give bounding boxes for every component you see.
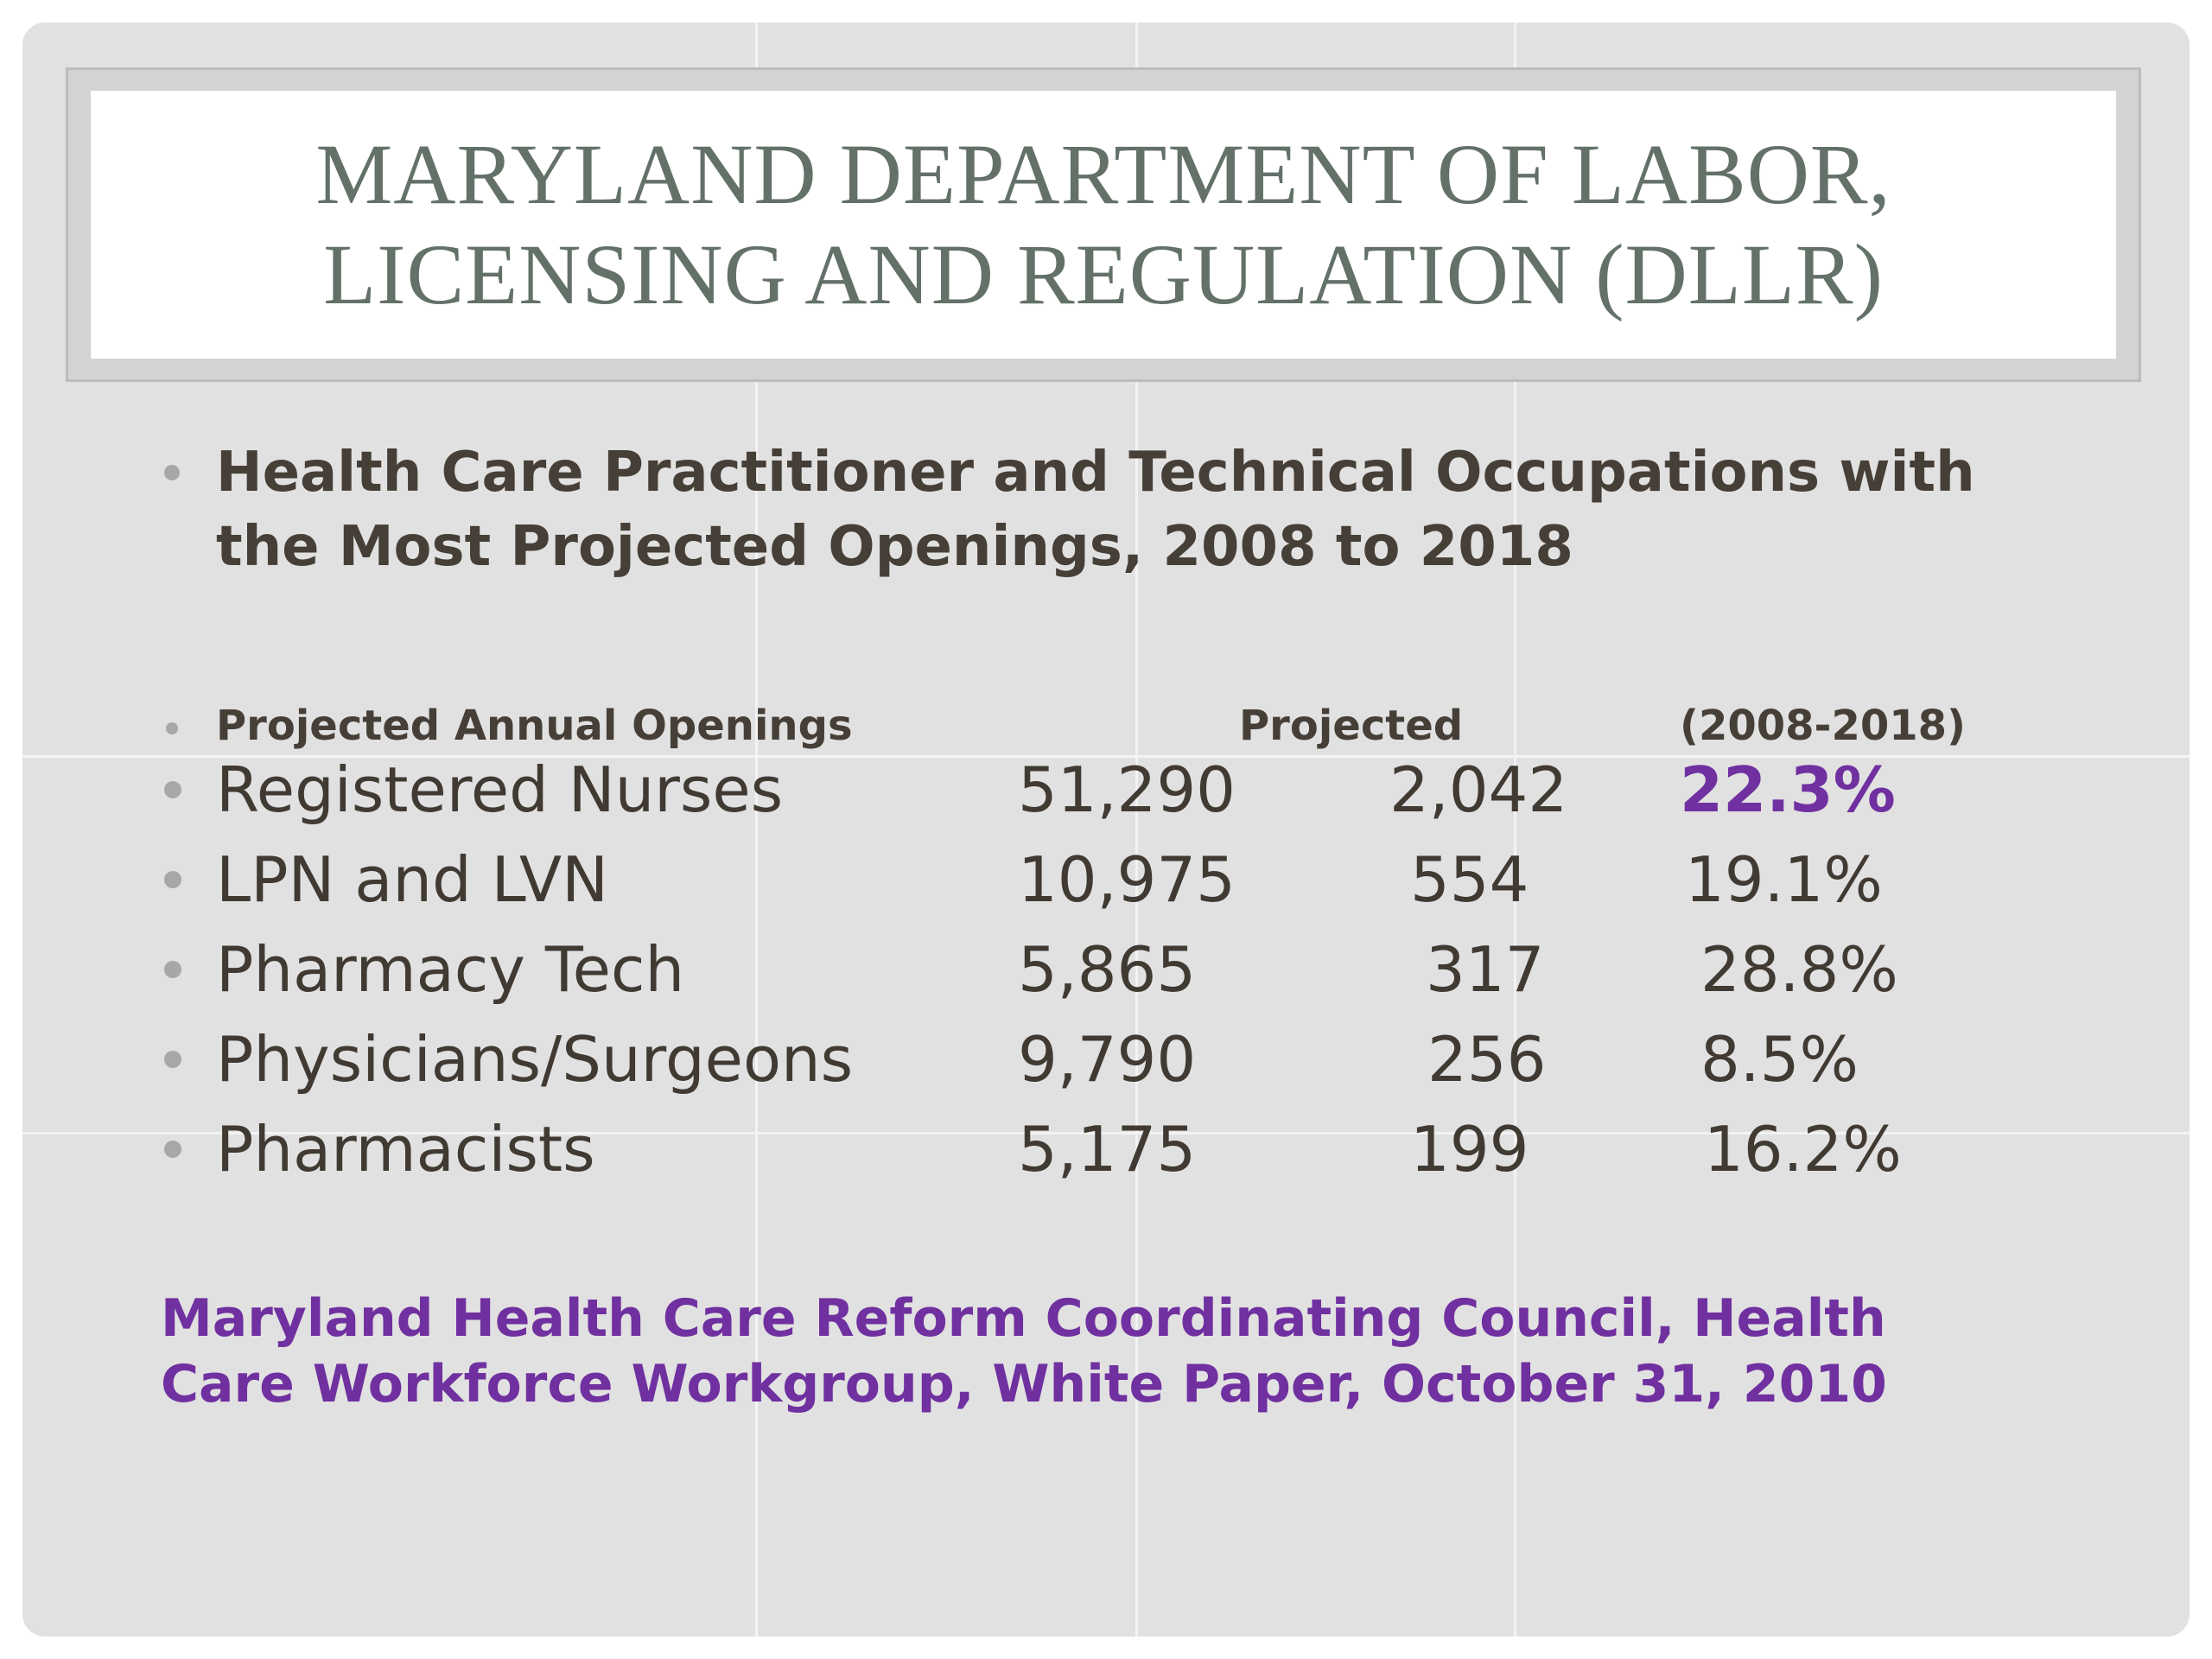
projected-value: 199 — [1410, 1113, 1529, 1185]
openings-value: 5,175 — [1018, 1113, 1197, 1185]
projected-value: 256 — [1427, 1023, 1547, 1096]
openings-value: 9,790 — [1018, 1023, 1197, 1096]
bullet-icon — [164, 871, 181, 888]
title-frame: MARYLAND DEPARTMENT OF LABOR, LICENSING … — [66, 67, 2141, 382]
openings-value: 5,865 — [1018, 933, 1197, 1006]
background-grid-line — [1514, 22, 1516, 1637]
background-grid-line — [755, 22, 758, 1637]
growth-value: 16.2% — [1704, 1113, 1902, 1185]
occupation-name: LPN and LVN — [216, 843, 608, 916]
bullet-icon — [164, 781, 181, 798]
slide-title: MARYLAND DEPARTMENT OF LABOR, LICENSING … — [91, 91, 2116, 359]
projected-value: 317 — [1426, 933, 1545, 1006]
section-heading: Health Care Practitioner and Technical O… — [216, 435, 1975, 584]
bullet-icon — [164, 1051, 181, 1068]
projected-value: 554 — [1410, 843, 1529, 916]
occupation-name: Pharmacy Tech — [216, 933, 685, 1006]
header-openings: Projected Annual Openings — [216, 702, 853, 750]
bullet-icon — [164, 1141, 181, 1158]
slide: MARYLAND DEPARTMENT OF LABOR, LICENSING … — [22, 22, 2190, 1637]
title-line-2: LICENSING AND REGULATION (DLLR) — [323, 226, 1884, 322]
bullet-icon — [164, 465, 180, 480]
background-grid-line — [22, 755, 2190, 758]
occupation-name: Registered Nurses — [216, 753, 784, 826]
source-citation: Maryland Health Care Reform Coordinating… — [161, 1286, 1887, 1417]
growth-value: 28.8% — [1700, 933, 1898, 1006]
growth-value: 19.1% — [1685, 843, 1883, 916]
header-period: (2008-2018) — [1680, 702, 1966, 750]
background-grid-line — [22, 1132, 2190, 1135]
growth-value-highlight: 22.3% — [1680, 753, 1896, 826]
header-projected: Projected — [1239, 702, 1464, 750]
source-line-1: Maryland Health Care Reform Coordinating… — [161, 1288, 1886, 1349]
occupation-name: Pharmacists — [216, 1113, 595, 1185]
heading-line-2: the Most Projected Openings, 2008 to 201… — [216, 515, 1573, 579]
source-line-2: Care Workforce Workgroup, White Paper, O… — [161, 1354, 1887, 1414]
occupation-name: Physicians/Surgeons — [216, 1023, 854, 1096]
bullet-icon — [166, 722, 178, 734]
background-grid-line — [1135, 22, 1138, 1637]
projected-value: 2,042 — [1389, 753, 1568, 826]
growth-value: 8.5% — [1700, 1023, 1859, 1096]
openings-value: 10,975 — [1018, 843, 1236, 916]
heading-line-1: Health Care Practitioner and Technical O… — [216, 441, 1975, 505]
openings-value: 51,290 — [1018, 753, 1236, 826]
bullet-icon — [164, 961, 181, 978]
title-line-1: MARYLAND DEPARTMENT OF LABOR, — [315, 126, 1891, 222]
